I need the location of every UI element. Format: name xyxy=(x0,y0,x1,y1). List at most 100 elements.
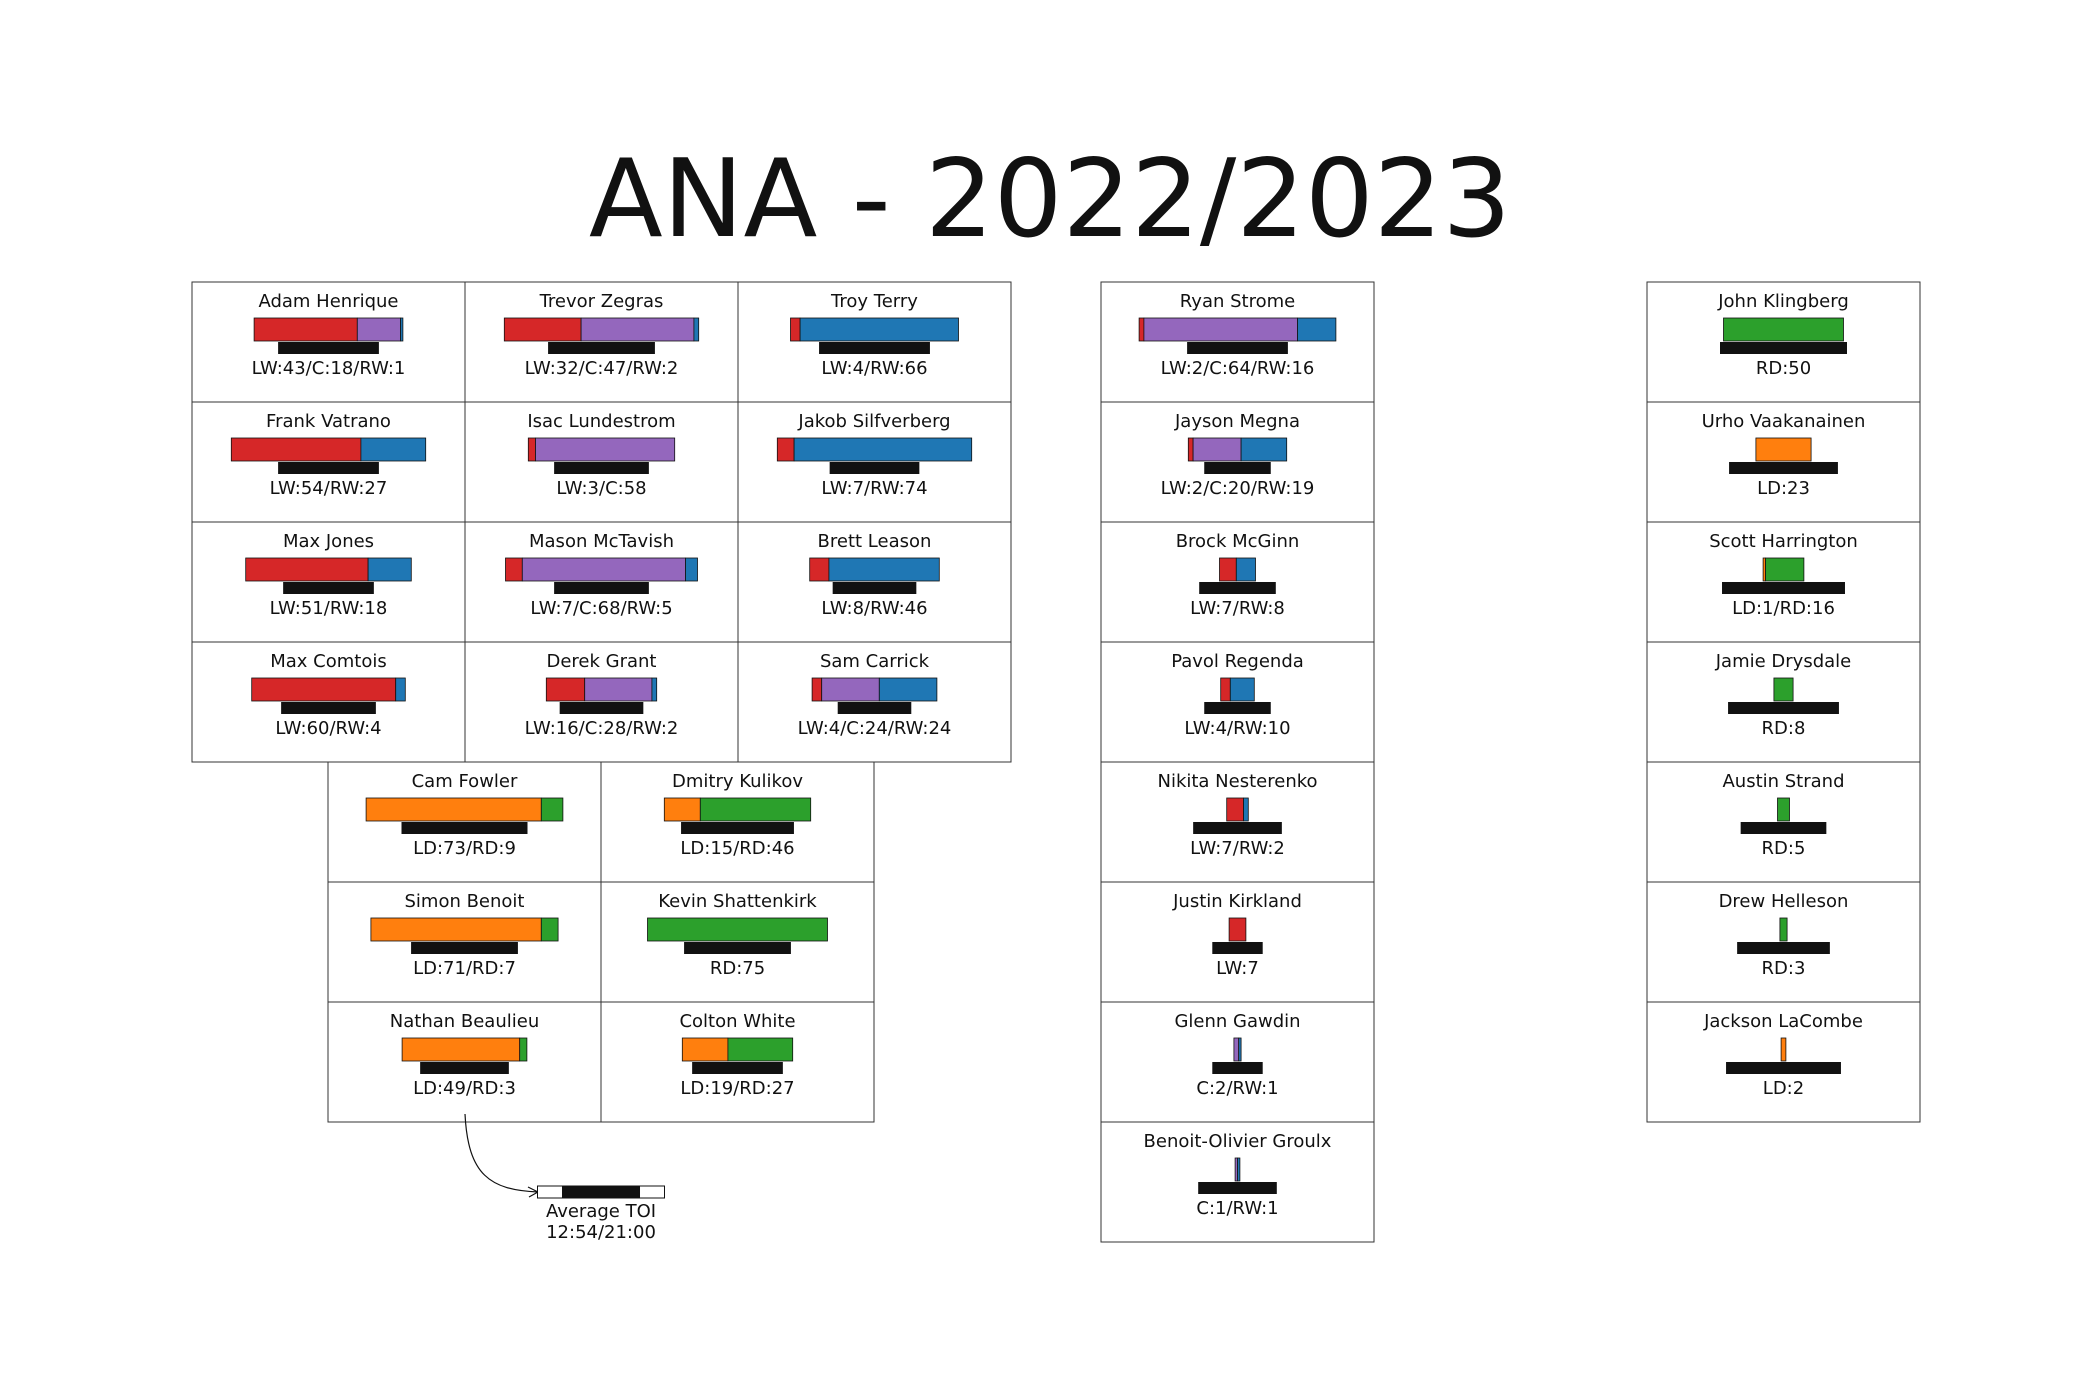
player-cell: Dmitry Kulikov LD:15/RD:46 xyxy=(600,761,875,883)
position-bar-rw xyxy=(1240,437,1288,462)
position-counts-label: LD:23 xyxy=(1757,478,1810,499)
position-counts-label: LW:7/C:68/RW:5 xyxy=(530,598,672,619)
position-counts-label: LW:7/RW:2 xyxy=(1190,838,1285,859)
toi-bar xyxy=(554,462,649,474)
position-bar-rd xyxy=(1723,317,1844,342)
position-bar-ld xyxy=(663,797,701,822)
toi-bar xyxy=(278,462,379,474)
player-name: Simon Benoit xyxy=(404,891,524,912)
player-cell: Scott Harrington LD:1/RD:16 xyxy=(1646,521,1921,643)
position-bar-rw xyxy=(395,677,406,702)
player-name: Colton White xyxy=(679,1011,795,1032)
position-bar-rd xyxy=(1779,917,1788,942)
position-bar-ld xyxy=(365,797,542,822)
player-cell: Glenn Gawdin C:2/RW:1 xyxy=(1100,1001,1375,1123)
toi-bar xyxy=(411,942,518,954)
position-bar-lw xyxy=(1226,797,1244,822)
toi-bar xyxy=(1187,342,1288,354)
position-bar-c xyxy=(1192,437,1242,462)
player-cell: Sam Carrick LW:4/C:24/RW:24 xyxy=(737,641,1012,763)
position-counts-label: LD:2 xyxy=(1763,1078,1804,1099)
toi-bar xyxy=(281,702,376,714)
player-cell: Nathan Beaulieu LD:49/RD:3 xyxy=(327,1001,602,1123)
legend-label: Average TOI xyxy=(546,1201,656,1222)
player-cell: Justin Kirkland LW:7 xyxy=(1100,881,1375,1003)
player-cell: Mason McTavish LW:7/C:68/RW:5 xyxy=(464,521,739,643)
position-bar-rd xyxy=(699,797,812,822)
position-bar-rw xyxy=(793,437,973,462)
player-name: Kevin Shattenkirk xyxy=(658,891,817,912)
toi-bar xyxy=(1720,342,1847,354)
position-bar-rd xyxy=(1765,557,1805,582)
position-bar-rw xyxy=(1243,797,1249,822)
position-bar-rw xyxy=(799,317,959,342)
player-cell: Urho Vaakanainen LD:23 xyxy=(1646,401,1921,523)
position-bar-lw xyxy=(776,437,795,462)
position-bar-c xyxy=(521,557,686,582)
position-bar-rd xyxy=(647,917,828,942)
position-counts-label: RD:5 xyxy=(1762,838,1806,859)
position-bar-rw xyxy=(360,437,427,462)
position-bar-rw xyxy=(651,677,658,702)
player-cell: Trevor Zegras LW:32/C:47/RW:2 xyxy=(464,281,739,403)
toi-bar xyxy=(819,342,930,354)
player-name: Urho Vaakanainen xyxy=(1702,411,1866,432)
position-counts-label: RD:3 xyxy=(1762,958,1806,979)
toi-bar xyxy=(1199,582,1276,594)
player-name: Nathan Beaulieu xyxy=(390,1011,539,1032)
position-counts-label: RD:50 xyxy=(1756,358,1811,379)
legend-arrow xyxy=(464,1113,539,1193)
player-cell: Derek Grant LW:16/C:28/RW:2 xyxy=(464,641,739,763)
player-cell: Adam Henrique LW:43/C:18/RW:1 xyxy=(191,281,466,403)
position-bar-rw xyxy=(828,557,940,582)
player-name: Drew Helleson xyxy=(1719,891,1849,912)
player-cell: Frank Vatrano LW:54/RW:27 xyxy=(191,401,466,523)
position-bar-rw xyxy=(693,317,700,342)
position-counts-label: LW:3/C:58 xyxy=(556,478,646,499)
player-cell: Troy Terry LW:4/RW:66 xyxy=(737,281,1012,403)
position-bar-ld xyxy=(370,917,542,942)
position-counts-label: RD:75 xyxy=(710,958,765,979)
position-counts-label: LD:49/RD:3 xyxy=(413,1078,516,1099)
toi-bar xyxy=(1729,462,1838,474)
player-name: Frank Vatrano xyxy=(266,411,391,432)
position-bar-rw xyxy=(1237,1157,1241,1182)
player-cell: Cam Fowler LD:73/RD:9 xyxy=(327,761,602,883)
player-name: Justin Kirkland xyxy=(1172,891,1302,912)
position-bar-lw xyxy=(1228,917,1247,942)
player-name: Max Comtois xyxy=(270,651,387,672)
player-name: Cam Fowler xyxy=(412,771,518,792)
player-cell: Brett Leason LW:8/RW:46 xyxy=(737,521,1012,643)
player-cell: Simon Benoit LD:71/RD:7 xyxy=(327,881,602,1003)
position-counts-label: C:1/RW:1 xyxy=(1196,1198,1278,1219)
toi-bar xyxy=(1728,702,1839,714)
player-cell: Max Jones LW:51/RW:18 xyxy=(191,521,466,643)
toi-bar xyxy=(401,822,528,834)
position-bar-rw xyxy=(685,557,698,582)
toi-bar xyxy=(832,582,917,594)
player-cell: Brock McGinn LW:7/RW:8 xyxy=(1100,521,1375,643)
position-counts-label: LW:7/RW:74 xyxy=(821,478,927,499)
position-counts-label: LD:1/RD:16 xyxy=(1732,598,1835,619)
player-name: Glenn Gawdin xyxy=(1174,1011,1300,1032)
player-name: Ryan Strome xyxy=(1180,291,1295,312)
position-counts-label: LW:2/C:20/RW:19 xyxy=(1161,478,1315,499)
position-bar-lw xyxy=(1219,557,1237,582)
position-bar-rw xyxy=(1238,1037,1242,1062)
player-cell: Nikita Nesterenko LW:7/RW:2 xyxy=(1100,761,1375,883)
toi-bar xyxy=(420,1062,509,1074)
player-name: Derek Grant xyxy=(546,651,656,672)
legend-toi-range-bar xyxy=(561,1186,641,1198)
toi-bar xyxy=(1212,942,1263,954)
position-bar-ld xyxy=(1780,1037,1787,1062)
player-cell: Pavol Regenda LW:4/RW:10 xyxy=(1100,641,1375,763)
position-counts-label: LW:8/RW:46 xyxy=(821,598,927,619)
position-counts-label: LW:60/RW:4 xyxy=(275,718,381,739)
position-bar-rd xyxy=(1777,797,1790,822)
player-name: Dmitry Kulikov xyxy=(672,771,803,792)
position-counts-label: LD:73/RD:9 xyxy=(413,838,516,859)
position-counts-label: LW:32/C:47/RW:2 xyxy=(525,358,679,379)
player-cell: John Klingberg RD:50 xyxy=(1646,281,1921,403)
position-bar-c xyxy=(580,317,695,342)
